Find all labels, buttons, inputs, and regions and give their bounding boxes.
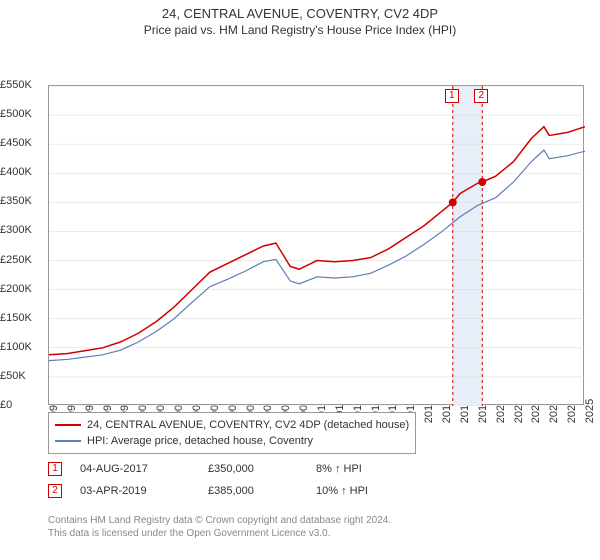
sales-table: 1 04-AUG-2017 £350,000 8% ↑ HPI 2 03-APR-2019… (48, 458, 368, 502)
y-tick-label: £550K (0, 79, 44, 91)
sale-marker: 2 (48, 484, 62, 498)
x-tick-label: 2025 (584, 399, 596, 423)
sale-date: 04-AUG-2017 (80, 463, 190, 475)
top-sale-marker: 2 (474, 89, 488, 103)
y-tick-label: £500K (0, 108, 44, 120)
sale-price: £385,000 (208, 485, 298, 497)
legend: 24, CENTRAL AVENUE, COVENTRY, CV2 4DP (d… (48, 412, 416, 454)
chart-subtitle: Price paid vs. HM Land Registry's House … (0, 21, 600, 41)
y-tick-label: £0 (0, 399, 44, 411)
legend-swatch (55, 424, 81, 426)
sale-pct: 8% ↑ HPI (316, 463, 362, 475)
chart-title: 24, CENTRAL AVENUE, COVENTRY, CV2 4DP (0, 0, 600, 21)
legend-label: 24, CENTRAL AVENUE, COVENTRY, CV2 4DP (d… (87, 419, 409, 431)
sale-marker: 1 (48, 462, 62, 476)
sale-row: 1 04-AUG-2017 £350,000 8% ↑ HPI (48, 458, 368, 480)
legend-label: HPI: Average price, detached house, Cove… (87, 435, 313, 447)
sale-price: £350,000 (208, 463, 298, 475)
top-sale-marker: 1 (445, 89, 459, 103)
y-tick-label: £100K (0, 341, 44, 353)
y-tick-label: £300K (0, 224, 44, 236)
sale-pct: 10% ↑ HPI (316, 485, 368, 497)
y-tick-label: £250K (0, 254, 44, 266)
plot-area (48, 85, 584, 405)
legend-item: 24, CENTRAL AVENUE, COVENTRY, CV2 4DP (d… (55, 417, 409, 433)
attribution-line2: This data is licensed under the Open Gov… (48, 527, 391, 540)
sale-date: 03-APR-2019 (80, 485, 190, 497)
y-tick-label: £450K (0, 137, 44, 149)
y-tick-label: £150K (0, 312, 44, 324)
legend-swatch (55, 440, 81, 442)
plot-svg (49, 86, 585, 406)
y-tick-label: £400K (0, 166, 44, 178)
y-tick-label: £350K (0, 195, 44, 207)
y-tick-label: £50K (0, 370, 44, 382)
y-tick-label: £200K (0, 283, 44, 295)
attribution: Contains HM Land Registry data © Crown c… (48, 514, 391, 540)
sale-row: 2 03-APR-2019 £385,000 10% ↑ HPI (48, 480, 368, 502)
legend-item: HPI: Average price, detached house, Cove… (55, 433, 409, 449)
attribution-line1: Contains HM Land Registry data © Crown c… (48, 514, 391, 527)
